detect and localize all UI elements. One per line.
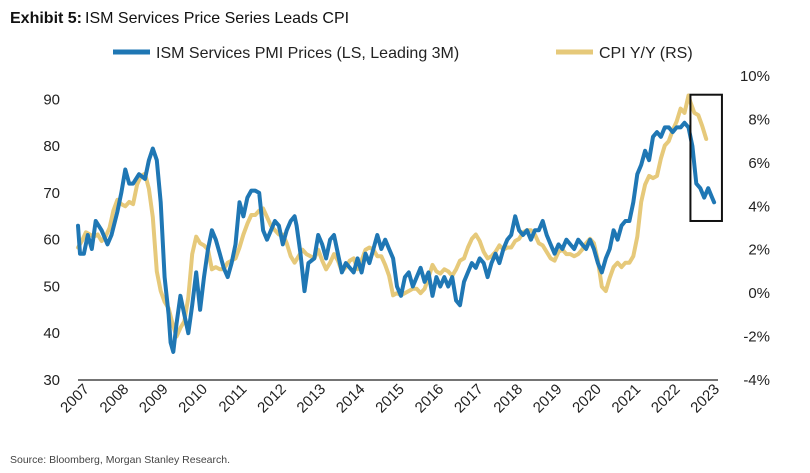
series-line-ism-prices bbox=[76, 120, 717, 354]
left-tick-label: 80 bbox=[43, 138, 60, 155]
left-tick-label: 40 bbox=[43, 325, 60, 342]
left-tick-label: 70 bbox=[43, 185, 60, 202]
legend: ISM Services PMI Prices (LS, Leading 3M)… bbox=[113, 45, 693, 62]
series-layer bbox=[76, 93, 717, 354]
x-tick-label: 2020 bbox=[569, 381, 605, 417]
x-tick-label: 2017 bbox=[451, 381, 487, 417]
source-note: Source: Bloomberg, Morgan Stanley Resear… bbox=[10, 454, 230, 466]
left-tick-label: 90 bbox=[43, 91, 60, 108]
x-tick-label: 2008 bbox=[97, 381, 133, 417]
x-tick-label: 2023 bbox=[687, 381, 723, 417]
left-tick-label: 60 bbox=[43, 232, 60, 249]
right-tick-label: 6% bbox=[748, 155, 770, 172]
x-tick-label: 2009 bbox=[136, 381, 172, 417]
legend-label-cpi: CPI Y/Y (RS) bbox=[599, 45, 693, 62]
legend-label-ism-prices: ISM Services PMI Prices (LS, Leading 3M) bbox=[156, 45, 459, 62]
x-tick-label: 2021 bbox=[609, 381, 645, 417]
right-tick-label: -4% bbox=[743, 372, 770, 389]
x-axis: 2007 2008 2009 2010 2011 2012 2013 2014 2015 2016… bbox=[57, 381, 723, 417]
x-tick-label: 2012 bbox=[254, 381, 290, 417]
highlight-box bbox=[689, 93, 723, 222]
left-axis: 30 40 50 60 70 80 90 bbox=[43, 91, 60, 389]
x-tick-label: 2022 bbox=[648, 381, 684, 417]
right-tick-label: 4% bbox=[748, 198, 770, 215]
left-tick-label: 50 bbox=[43, 278, 60, 295]
x-tick-label: 2007 bbox=[57, 381, 93, 417]
right-tick-label: 2% bbox=[748, 242, 770, 259]
right-tick-label: -2% bbox=[743, 329, 770, 346]
x-tick-label: 2018 bbox=[490, 381, 526, 417]
left-tick-label: 30 bbox=[43, 372, 60, 389]
x-tick-label: 2016 bbox=[412, 381, 448, 417]
right-axis: -4% -2% 0% 2% 4% 6% 8% 10% bbox=[740, 68, 770, 389]
x-tick-label: 2015 bbox=[372, 381, 408, 417]
x-tick-label: 2014 bbox=[333, 381, 369, 417]
x-tick-label: 2011 bbox=[216, 381, 251, 416]
chart-title: ISM Services Price Series Leads CPI bbox=[85, 10, 349, 27]
right-tick-label: 10% bbox=[740, 68, 770, 85]
x-tick-label: 2019 bbox=[530, 381, 566, 417]
x-tick-label: 2010 bbox=[175, 381, 211, 417]
right-tick-label: 8% bbox=[748, 111, 770, 128]
series-line-cpi bbox=[76, 93, 709, 339]
exhibit-label: Exhibit 5: bbox=[10, 10, 82, 27]
right-tick-label: 0% bbox=[748, 285, 770, 302]
x-tick-label: 2013 bbox=[294, 381, 330, 417]
